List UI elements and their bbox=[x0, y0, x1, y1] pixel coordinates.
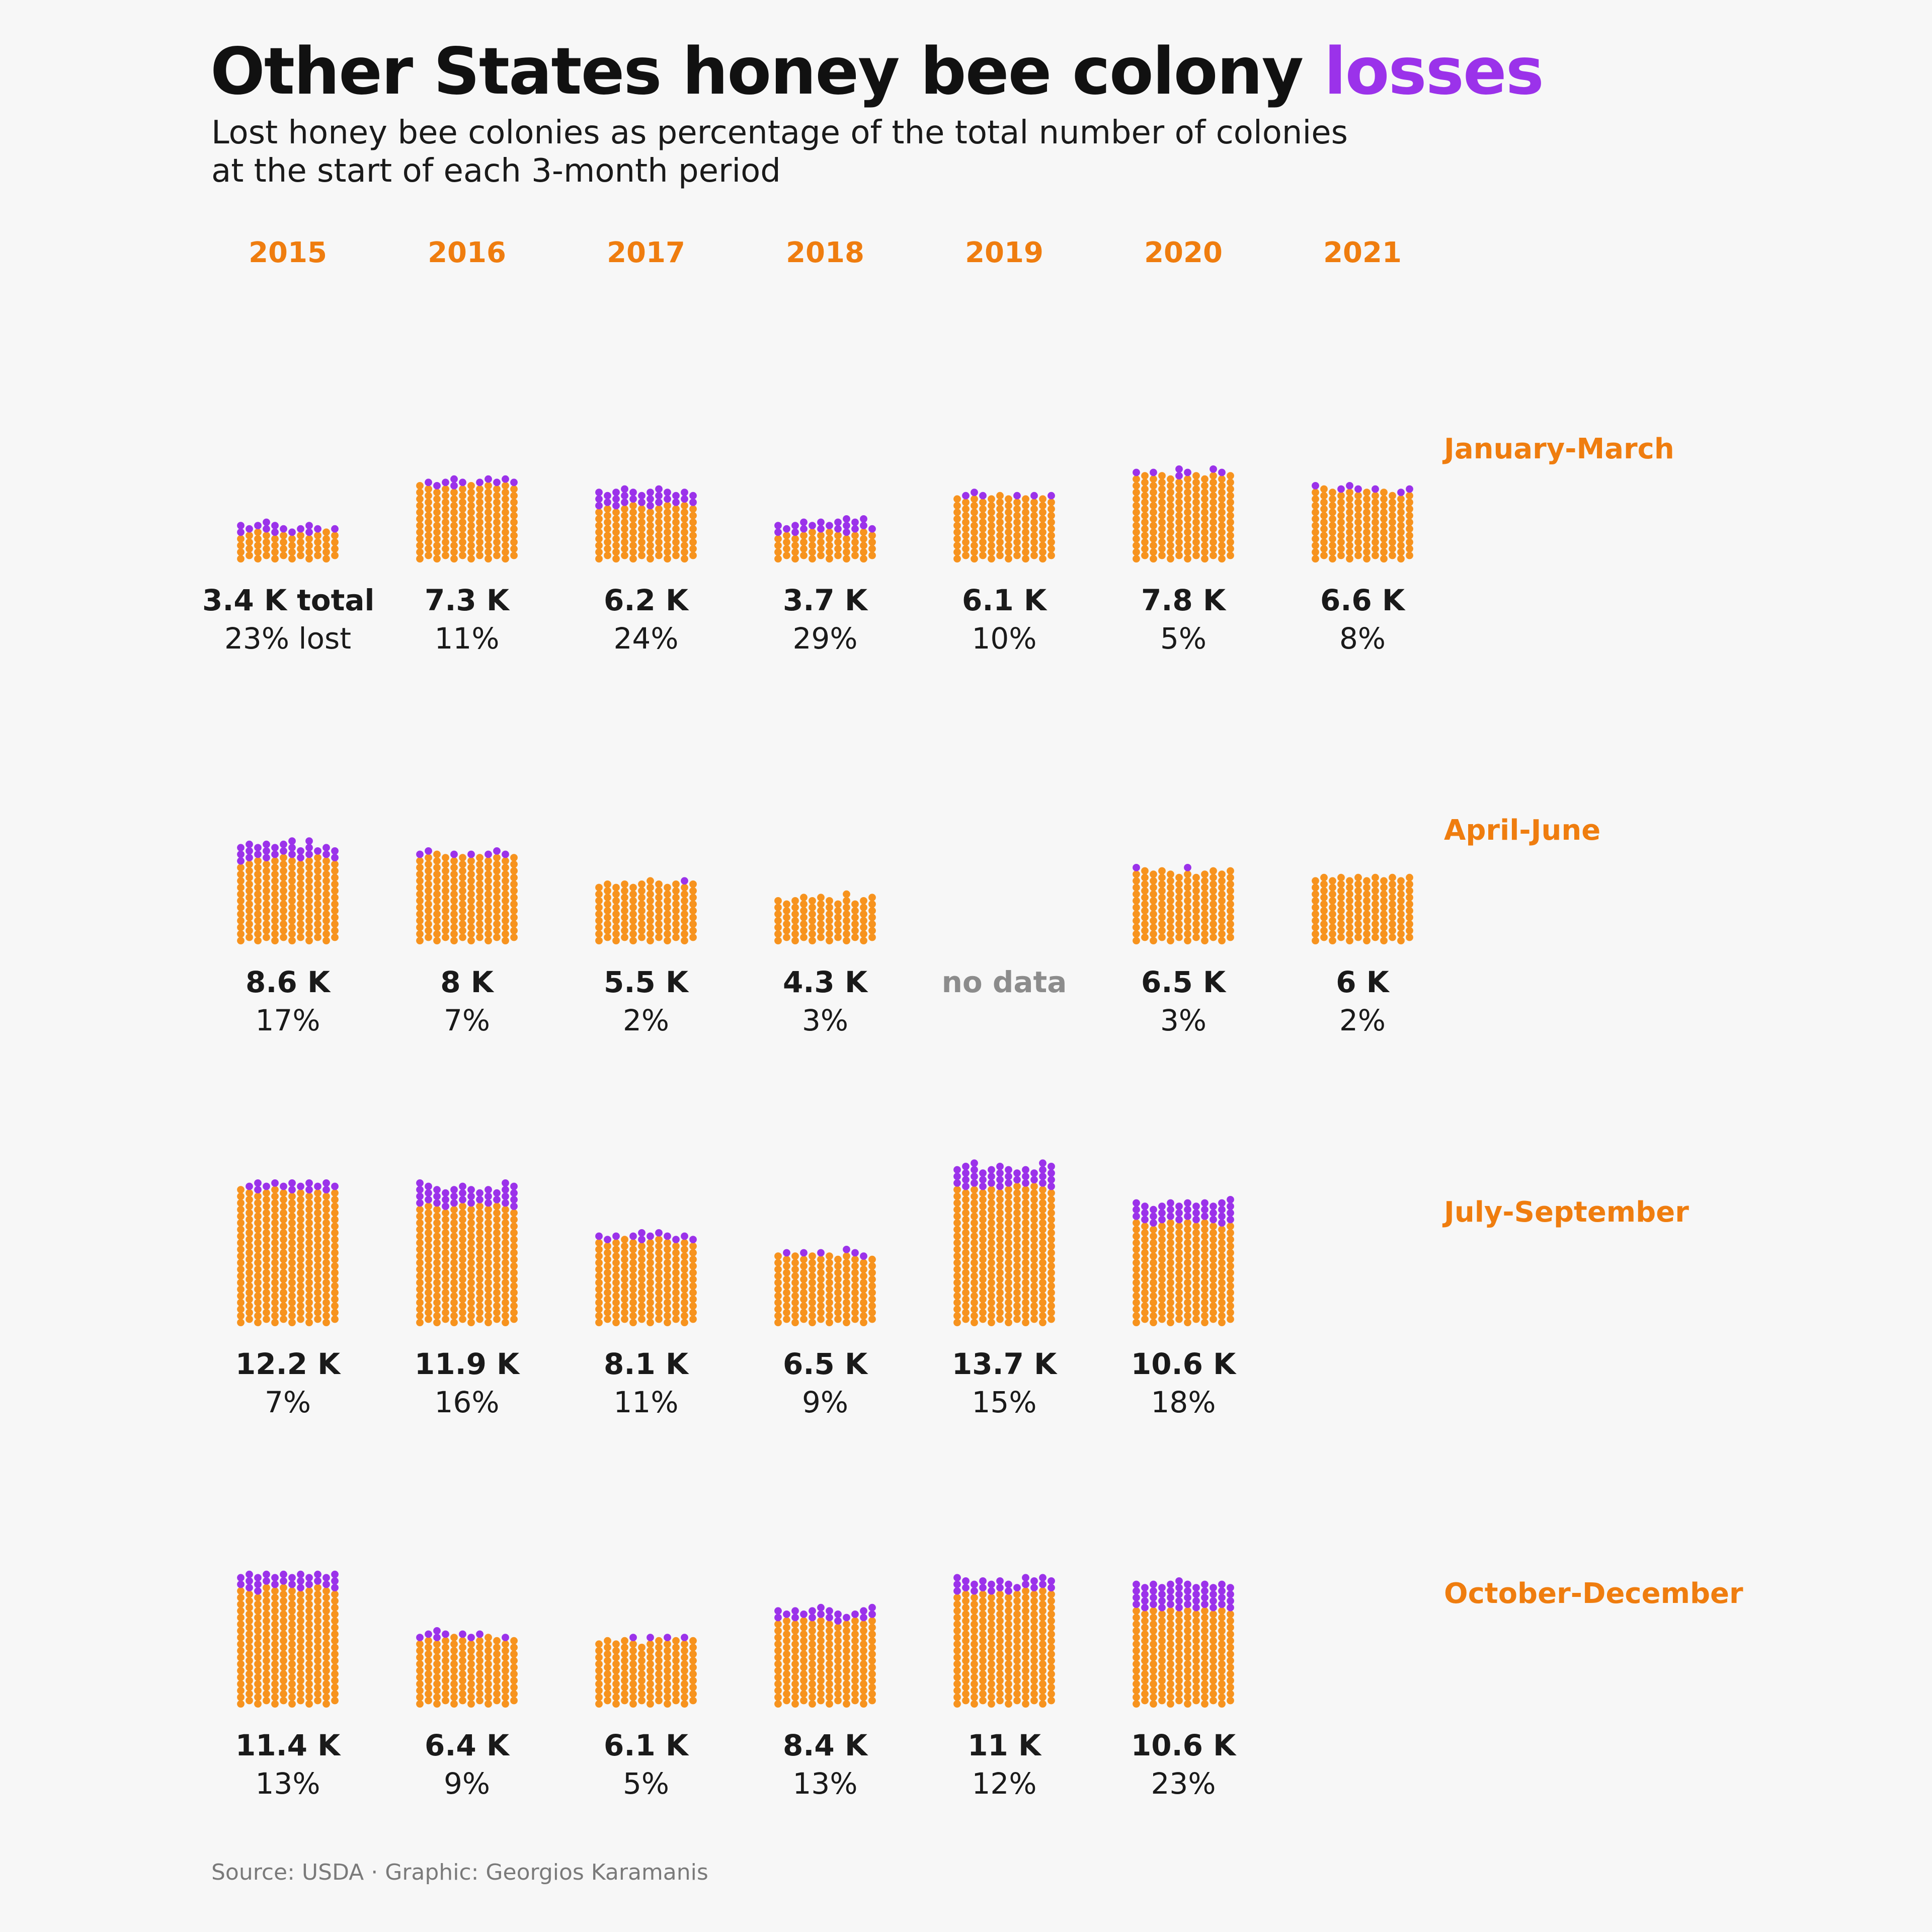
total-label: 10.6 K bbox=[1131, 1728, 1236, 1762]
lost-percent-label: 7% bbox=[443, 1003, 490, 1037]
total-label: 12.2 K bbox=[235, 1347, 341, 1381]
colony-bar-july-september-2018 bbox=[774, 1246, 876, 1327]
total-label: 6 K bbox=[1336, 965, 1389, 999]
period-label-january-march: January-March bbox=[1444, 433, 1674, 465]
total-label: 3.4 K total bbox=[202, 583, 375, 617]
colony-bar-january-march-2018 bbox=[774, 515, 876, 562]
lost-percent-label: 12% bbox=[972, 1766, 1037, 1801]
colony-bar-april-june-2021 bbox=[1312, 873, 1413, 944]
colony-bar-april-june-2018 bbox=[774, 890, 876, 944]
colony-bar-october-december-2020 bbox=[1133, 1577, 1234, 1708]
lost-percent-label: 3% bbox=[1160, 1003, 1206, 1037]
total-label: 11.9 K bbox=[414, 1347, 520, 1381]
total-label: 6.4 K bbox=[425, 1728, 509, 1762]
year-label-2015: 2015 bbox=[249, 236, 327, 269]
lost-percent-label: 11% bbox=[434, 621, 500, 656]
total-label: 10.6 K bbox=[1131, 1347, 1236, 1381]
lost-percent-label: 5% bbox=[622, 1766, 669, 1801]
lost-percent-label: 9% bbox=[443, 1766, 490, 1801]
lost-percent-label: 10% bbox=[972, 621, 1037, 656]
total-label: 8.1 K bbox=[604, 1347, 688, 1381]
colony-bar-july-september-2016 bbox=[416, 1179, 518, 1327]
chart-subtitle: Lost honey bee colonies as percentage of… bbox=[211, 114, 1348, 190]
lost-percent-label: 11% bbox=[613, 1385, 679, 1419]
lost-percent-label: 16% bbox=[434, 1385, 500, 1419]
lost-percent-label: 8% bbox=[1339, 621, 1386, 656]
lost-percent-label: 18% bbox=[1151, 1385, 1216, 1419]
lost-percent-label: 17% bbox=[255, 1003, 320, 1037]
colony-bar-october-december-2016 bbox=[416, 1627, 518, 1708]
colony-bar-october-december-2019 bbox=[953, 1574, 1055, 1708]
lost-percent-label: 2% bbox=[1339, 1003, 1386, 1037]
chart-subtitle-line-2: at the start of each 3-month period bbox=[211, 152, 781, 190]
lost-percent-label: 13% bbox=[792, 1766, 858, 1801]
period-label-july-september: July-September bbox=[1444, 1196, 1689, 1229]
lost-percent-label: 15% bbox=[972, 1385, 1037, 1419]
colony-bar-january-march-2016 bbox=[416, 475, 518, 562]
lost-percent-label: 23% lost bbox=[224, 621, 351, 656]
total-label: 3.7 K bbox=[783, 583, 867, 617]
lost-percent-label: 29% bbox=[792, 621, 858, 656]
lost-percent-label: 9% bbox=[801, 1385, 848, 1419]
chart-title: Other States honey bee colony losses bbox=[210, 34, 1544, 110]
total-label: 4.3 K bbox=[783, 965, 867, 999]
total-label: 7.3 K bbox=[425, 583, 509, 617]
lost-percent-label: 23% bbox=[1151, 1766, 1216, 1801]
total-label: 8 K bbox=[440, 965, 494, 999]
total-label: 5.5 K bbox=[604, 965, 688, 999]
source-credit: Source: USDA · Graphic: Georgios Karaman… bbox=[211, 1860, 708, 1885]
lost-percent-label: 7% bbox=[264, 1385, 311, 1419]
colony-bar-january-march-2015 bbox=[237, 518, 339, 562]
colony-bar-july-september-2017 bbox=[595, 1229, 697, 1327]
year-label-2021: 2021 bbox=[1323, 236, 1402, 269]
total-label: 11.4 K bbox=[235, 1728, 341, 1762]
colony-bar-january-march-2020 bbox=[1133, 465, 1234, 562]
year-label-2020: 2020 bbox=[1144, 236, 1223, 269]
total-label: 6.6 K bbox=[1320, 583, 1405, 617]
colony-bar-april-june-2016 bbox=[416, 847, 518, 944]
total-label: 11 K bbox=[968, 1728, 1041, 1762]
colony-bar-october-december-2018 bbox=[774, 1603, 876, 1708]
year-label-2017: 2017 bbox=[607, 236, 685, 269]
lost-percent-label: 13% bbox=[255, 1766, 320, 1801]
colony-bar-april-june-2015 bbox=[237, 837, 339, 944]
no-data-label: no data bbox=[941, 965, 1067, 999]
lost-percent-label: 24% bbox=[613, 621, 679, 656]
total-label: 6.1 K bbox=[604, 1728, 688, 1762]
chart-title-accent: losses bbox=[1324, 34, 1544, 109]
total-label: 6.1 K bbox=[962, 583, 1046, 617]
colony-bar-january-march-2019 bbox=[953, 489, 1055, 562]
colony-bar-october-december-2015 bbox=[237, 1570, 339, 1708]
total-label: 8.6 K bbox=[246, 965, 330, 999]
total-label: 6.5 K bbox=[783, 1347, 867, 1381]
year-label-2019: 2019 bbox=[965, 236, 1043, 269]
lost-percent-label: 2% bbox=[622, 1003, 669, 1037]
year-label-2018: 2018 bbox=[786, 236, 864, 269]
colony-bar-january-march-2021 bbox=[1312, 482, 1413, 562]
colony-bar-october-december-2017 bbox=[595, 1634, 697, 1708]
colony-bar-january-march-2017 bbox=[595, 485, 697, 562]
total-label: 6.2 K bbox=[604, 583, 688, 617]
lost-percent-label: 3% bbox=[801, 1003, 848, 1037]
total-label: 13.7 K bbox=[951, 1347, 1057, 1381]
colony-bar-july-september-2020 bbox=[1133, 1196, 1234, 1327]
colony-bar-april-june-2017 bbox=[595, 877, 697, 944]
colony-bar-april-june-2020 bbox=[1133, 864, 1234, 944]
colony-bar-july-september-2019 bbox=[953, 1159, 1055, 1327]
year-label-2016: 2016 bbox=[428, 236, 506, 269]
colony-bar-july-september-2015 bbox=[237, 1179, 339, 1327]
period-label-october-december: October-December bbox=[1444, 1577, 1743, 1610]
chart-title-main: Other States honey bee colony bbox=[210, 34, 1324, 109]
lost-percent-label: 5% bbox=[1160, 621, 1206, 656]
total-label: 6.5 K bbox=[1141, 965, 1226, 999]
chart-subtitle-line-1: Lost honey bee colonies as percentage of… bbox=[211, 114, 1348, 151]
period-label-april-june: April-June bbox=[1444, 814, 1601, 847]
total-label: 7.8 K bbox=[1141, 583, 1226, 617]
total-label: 8.4 K bbox=[783, 1728, 867, 1762]
